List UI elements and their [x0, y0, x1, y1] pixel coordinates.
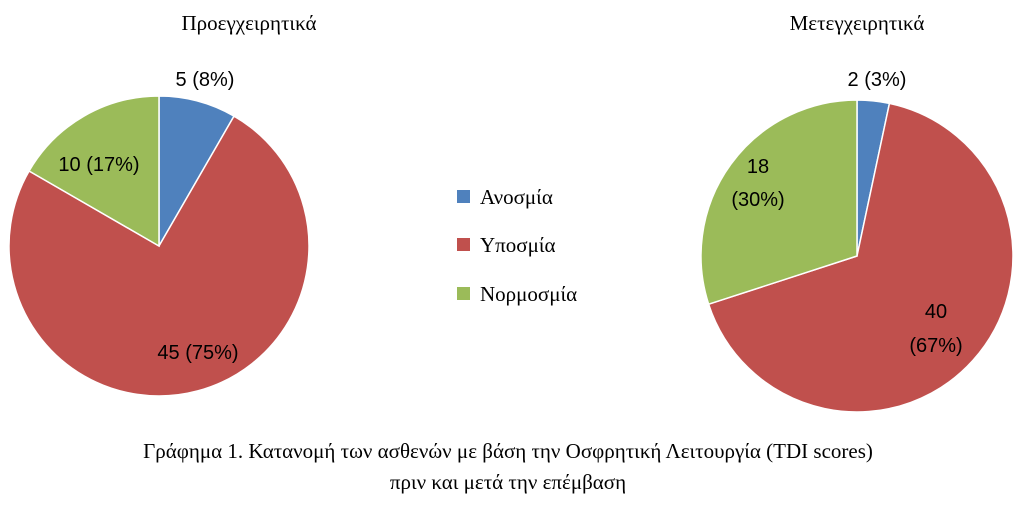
legend-label-anosmia: Ανοσμία — [480, 185, 553, 209]
pie-slice-normosmia-postop — [700, 99, 858, 306]
data-label-normosmia-postop-count: 18 — [747, 156, 769, 178]
legend-swatch-hyposmia — [457, 238, 470, 251]
legend-label-hyposmia: Υποσμία — [480, 233, 556, 257]
data-label-anosmia-postop: 2 (3%) — [848, 69, 907, 91]
pie-chart-postop: Μετεγχειρητικά 2 (3%) 40 (67%) 18 (30%) — [700, 11, 1014, 413]
figure-caption-line-2: πριν και μετά την επέμβαση — [390, 470, 626, 494]
data-label-normosmia-preop: 10 (17%) — [58, 154, 139, 176]
pie-slice-normosmia-preop — [28, 95, 160, 248]
pie-slice-hyposmia-postop — [707, 102, 1014, 413]
data-label-hyposmia-postop-pct: (67%) — [909, 335, 962, 357]
pie-slice-hyposmia-preop — [8, 115, 310, 397]
legend-label-normosmia: Νορμοσμία — [480, 282, 577, 306]
data-label-hyposmia-postop-count: 40 — [925, 301, 947, 323]
legend: Ανοσμία Υποσμία Νορμοσμία — [457, 185, 577, 306]
data-label-anosmia-preop: 5 (8%) — [176, 69, 235, 91]
figure-caption-line-1: Γράφημα 1. Κατανομή των ασθενών με βάση … — [143, 439, 873, 463]
pie-chart-preop: Προεγχειρητικά 5 (8%) 45 (75%) 10 (17%) — [8, 11, 317, 397]
legend-swatch-normosmia — [457, 287, 470, 300]
chart-title-postop: Μετεγχειρητικά — [790, 11, 925, 35]
chart-title-preop: Προεγχειρητικά — [182, 11, 317, 35]
legend-swatch-anosmia — [457, 190, 470, 203]
data-label-hyposmia-preop: 45 (75%) — [157, 342, 238, 364]
data-label-normosmia-postop-pct: (30%) — [731, 189, 784, 211]
